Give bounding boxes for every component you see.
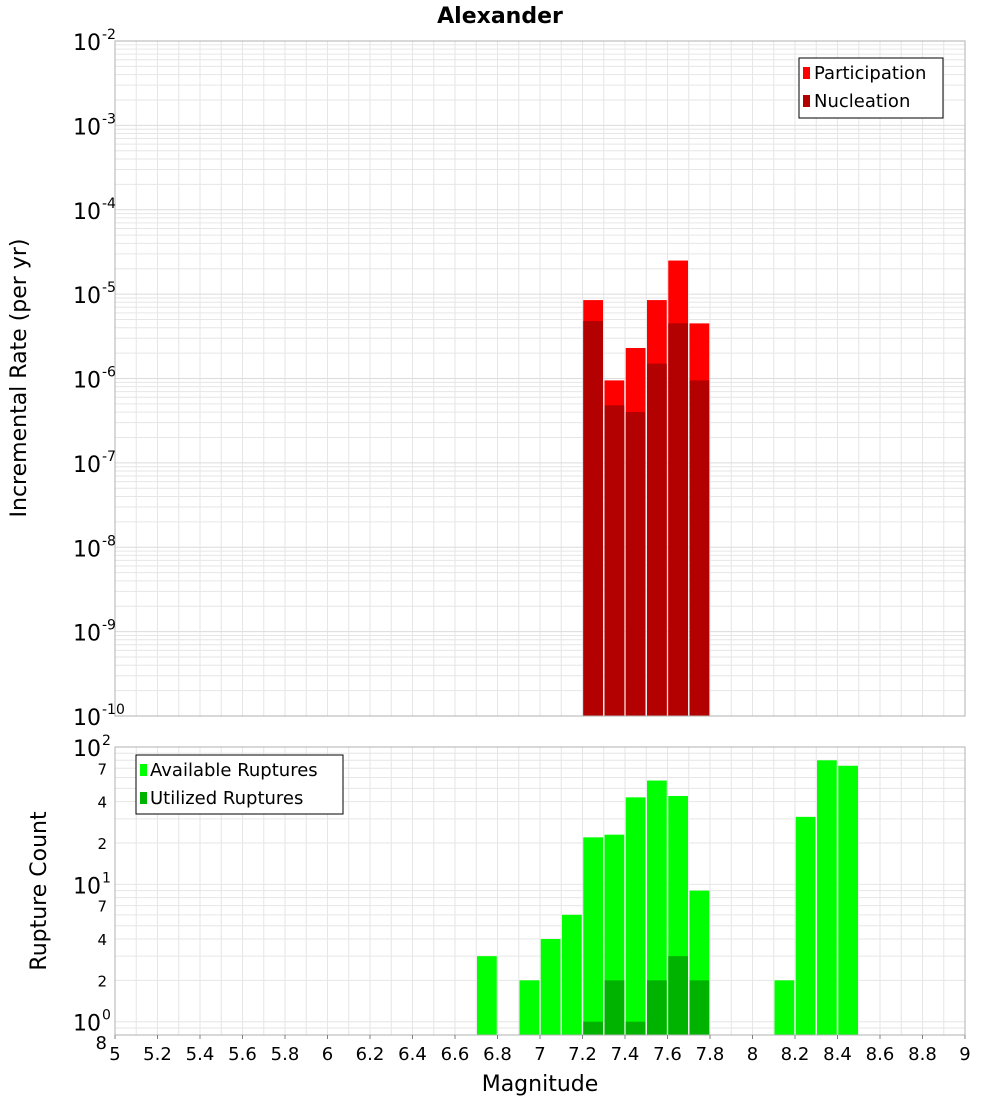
count-panel: 100 101 102 8 2 4 7 2 4 7 5 5.2 5.4 5.6 5.8 6 6.2 6.4 6.6…: [27, 733, 971, 1097]
available-legend-label: Available Ruptures: [150, 760, 318, 781]
rate-y-tick-label: 10-9: [73, 618, 116, 647]
count-y-minor-tick-label: 7: [97, 898, 107, 916]
rate-legend: Participation Nucleation: [798, 57, 944, 119]
rate-y-tick-label: 10-3: [73, 111, 116, 140]
count-y-minor-tick-label: 2: [97, 972, 107, 990]
rate-y-tick-label: 10-10: [73, 702, 125, 731]
nucleation-bar: [604, 405, 625, 716]
rate-y-tick-label: 10-7: [73, 449, 116, 478]
rate-y-ticks: 10-10 10-9 10-8 10-7 10-6 10-5 10-4 10-3 10-2: [73, 27, 125, 731]
available-ruptures-bar: [477, 956, 497, 1035]
available-legend-swatch: [140, 764, 147, 776]
magnitude-x-tick-label: 7.6: [653, 1044, 682, 1065]
magnitude-x-tick-label: 6.8: [483, 1044, 512, 1065]
nucleation-legend-label: Nucleation: [814, 91, 910, 112]
magnitude-x-axis-label: Magnitude: [482, 1072, 599, 1097]
magnitude-x-tick-label: 6.6: [441, 1044, 470, 1065]
count-y-ticks: 100 101 102 8 2 4 7 2 4 7: [73, 733, 111, 1054]
nucleation-bar: [625, 412, 646, 716]
magnitude-x-tick-label: 6.2: [356, 1044, 385, 1065]
magnitude-x-tick-label: 7: [534, 1044, 545, 1065]
rate-legend-box: [798, 57, 944, 119]
magnitude-x-tick-label: 6: [322, 1044, 333, 1065]
count-y-tick-label: 101: [73, 870, 111, 899]
rate-bars: [583, 260, 710, 716]
magnitude-x-tick-label: 7.4: [611, 1044, 640, 1065]
magnitude-x-tick-label: 8.2: [781, 1044, 810, 1065]
utilized-ruptures-bar: [668, 956, 688, 1035]
magnitude-x-tick-label: 6.4: [398, 1044, 427, 1065]
nucleation-bar: [583, 321, 603, 716]
count-y-tick-label: 102: [73, 733, 111, 762]
magnitude-x-tick-label: 8: [747, 1044, 758, 1065]
magnitude-x-tick-label: 5.4: [186, 1044, 215, 1065]
nucleation-legend-swatch: [803, 95, 810, 107]
available-ruptures-bar: [647, 780, 667, 1035]
rate-y-tick-label: 10-8: [73, 533, 116, 562]
rate-y-axis-label: Incremental Rate (per yr): [7, 239, 32, 518]
nucleation-bar: [647, 363, 667, 716]
available-ruptures-bar: [774, 980, 795, 1035]
count-y-axis-label: Rupture Count: [27, 811, 52, 971]
rate-y-tick-label: 10-2: [73, 27, 116, 56]
magnitude-x-tick-label: 5.8: [271, 1044, 300, 1065]
nucleation-bar: [689, 380, 710, 716]
magnitude-x-tick-label: 7.8: [696, 1044, 725, 1065]
available-ruptures-bar: [817, 760, 837, 1035]
count-y-minor-tick-label: 2: [97, 835, 107, 853]
magnitude-x-tick-label: 8.6: [866, 1044, 895, 1065]
available-ruptures-bar: [795, 816, 816, 1035]
count-bars: [477, 760, 858, 1035]
available-ruptures-bar: [562, 914, 582, 1035]
magnitude-x-ticks: 5 5.2 5.4 5.6 5.8 6 6.2 6.4 6.6 6.8 7 7.2 7.4 7.6 7.8 8…: [109, 1035, 971, 1065]
magnitude-x-tick-label: 5.2: [143, 1044, 172, 1065]
utilized-ruptures-bar: [689, 980, 710, 1035]
available-ruptures-bar: [540, 939, 561, 1035]
magnitude-x-tick-label: 5: [109, 1044, 120, 1065]
magnitude-x-tick-label: 5.6: [228, 1044, 257, 1065]
utilized-ruptures-bar: [604, 980, 625, 1035]
rate-panel: 10-10 10-9 10-8 10-7 10-6 10-5 10-4 10-3 10-2 In…: [7, 27, 966, 731]
count-y-minor-tick-label: 8: [96, 1033, 107, 1054]
participation-legend-swatch: [803, 67, 810, 79]
nucleation-bar: [668, 323, 688, 716]
rate-gridlines: [114, 41, 966, 717]
count-legend: Available Ruptures Utilized Ruptures: [135, 754, 344, 815]
magnitude-x-tick-label: 8.4: [823, 1044, 852, 1065]
count-y-minor-tick-label: 4: [97, 794, 107, 812]
count-y-minor-tick-label: 4: [97, 931, 107, 949]
available-ruptures-bar: [583, 837, 603, 1035]
available-ruptures-bar: [519, 980, 540, 1035]
utilized-legend-label: Utilized Ruptures: [150, 788, 303, 809]
participation-legend-label: Participation: [814, 63, 926, 84]
count-y-tick-label: 100: [73, 1008, 111, 1037]
utilized-ruptures-bar: [625, 1021, 646, 1035]
rate-y-tick-label: 10-5: [73, 280, 116, 309]
rate-y-tick-label: 10-4: [73, 196, 116, 225]
available-ruptures-bar: [838, 765, 858, 1035]
magnitude-x-tick-label: 7.2: [568, 1044, 597, 1065]
count-y-minor-tick-label: 7: [97, 760, 107, 778]
utilized-ruptures-bar: [647, 980, 667, 1035]
chart-title: Alexander: [437, 4, 563, 29]
rate-y-tick-label: 10-6: [73, 365, 116, 394]
utilized-legend-swatch: [140, 792, 147, 804]
count-legend-box: [135, 754, 344, 815]
magnitude-x-tick-label: 9: [959, 1044, 970, 1065]
magnitude-x-tick-label: 8.8: [908, 1044, 937, 1065]
available-ruptures-bar: [625, 797, 646, 1035]
rate-plot-frame: [114, 40, 966, 717]
utilized-ruptures-bar: [583, 1021, 603, 1035]
